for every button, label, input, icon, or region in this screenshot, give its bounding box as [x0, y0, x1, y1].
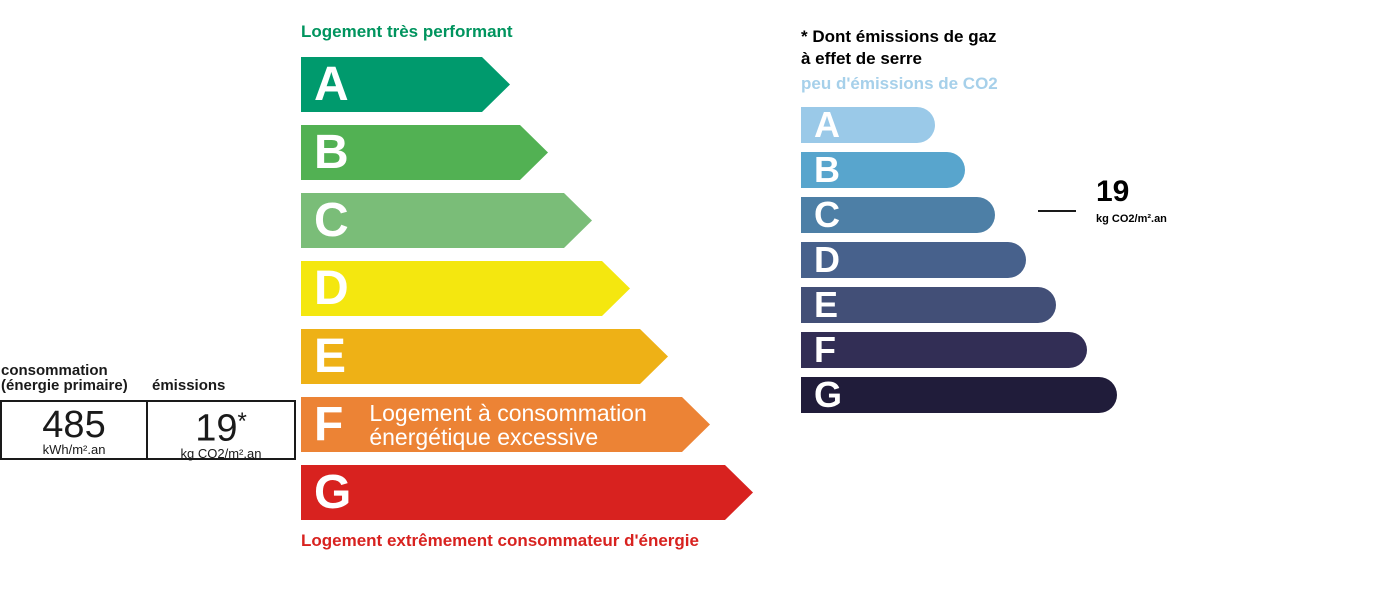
energy-class-b-arrow: B	[301, 125, 548, 180]
energy-class-c-arrow: C	[301, 193, 592, 248]
co2-class-bars: A B C D E F G	[801, 107, 1117, 413]
co2-scale-header: * Dont émissions de gaz à effet de serre	[801, 26, 997, 70]
co2-scale-header-line1: * Dont émissions de gaz	[801, 27, 997, 46]
co2-value-pointer-line	[1038, 210, 1076, 212]
co2-class-g-bar: G	[801, 377, 1117, 413]
co2-value: 19	[1096, 175, 1130, 208]
co2-class-e-letter: E	[814, 284, 839, 325]
co2-class-b-bar: B	[801, 152, 965, 188]
co2-value-unit: kg CO2/m².an	[1096, 213, 1167, 225]
consumption-cell: 485 kWh/m².an	[2, 402, 148, 458]
excessive-consumption-label: Logement à consommation énergétique exce…	[369, 401, 646, 449]
consumption-unit: kWh/m².an	[42, 441, 106, 457]
co2-class-c-bar: C	[801, 197, 995, 233]
consumption-header: consommation (énergie primaire)	[1, 363, 128, 393]
energy-class-f-arrow: F Logement à consommation énergétique ex…	[301, 397, 710, 452]
emissions-cell: 19* kg CO2/m².an	[148, 402, 294, 461]
consumption-header-line2: (énergie primaire)	[1, 377, 128, 394]
co2-class-g-letter: G	[814, 374, 843, 415]
co2-class-b-letter: B	[814, 149, 840, 190]
co2-class-f-bar: F	[801, 332, 1087, 368]
energy-class-g-arrow: G	[301, 465, 753, 520]
energy-class-d-letter: D	[314, 262, 349, 315]
co2-class-c-letter: C	[814, 194, 840, 235]
energy-class-a-arrow: A	[301, 57, 510, 112]
co2-class-a-bar: A	[801, 107, 935, 143]
energy-class-g-letter: G	[314, 466, 352, 519]
co2-class-d-letter: D	[814, 239, 840, 280]
co2-class-a-letter: A	[814, 104, 840, 145]
emissions-header: émissions	[152, 377, 226, 394]
co2-class-d-bar: D	[801, 242, 1026, 278]
energy-class-e-arrow: E	[301, 329, 668, 384]
emissions-value-number: 19	[195, 407, 238, 450]
co2-class-e-bar: E	[801, 287, 1056, 323]
energy-class-f-letter: F	[314, 398, 344, 451]
co2-scale-subheader: peu d'émissions de CO2	[801, 74, 998, 93]
energy-class-a-letter: A	[314, 58, 349, 111]
emissions-unit: kg CO2/m².an	[180, 445, 262, 461]
emissions-asterisk: *	[237, 408, 247, 436]
energy-scale-title-top: Logement très performant	[301, 22, 513, 41]
emissions-value: 19*	[195, 402, 247, 450]
energy-class-d-arrow: D	[301, 261, 630, 316]
values-panel: 485 kWh/m².an 19* kg CO2/m².an	[0, 400, 296, 460]
energy-class-b-letter: B	[314, 126, 349, 179]
co2-class-f-letter: F	[814, 329, 836, 370]
consumption-value: 485	[42, 403, 106, 446]
energy-class-e-letter: E	[314, 330, 347, 383]
consumption-header-line1: consommation	[1, 362, 108, 379]
energy-scale-title-bottom: Logement extrêmement consommateur d'éner…	[301, 531, 699, 550]
energy-class-c-letter: C	[314, 194, 349, 247]
co2-scale-header-line2: à effet de serre	[801, 49, 922, 68]
energy-class-bars: A B C D E F Logement à consommation éner…	[301, 57, 753, 520]
excessive-consumption-label-line1: Logement à consommation	[369, 399, 647, 426]
excessive-consumption-label-line2: énergétique excessive	[369, 423, 599, 450]
